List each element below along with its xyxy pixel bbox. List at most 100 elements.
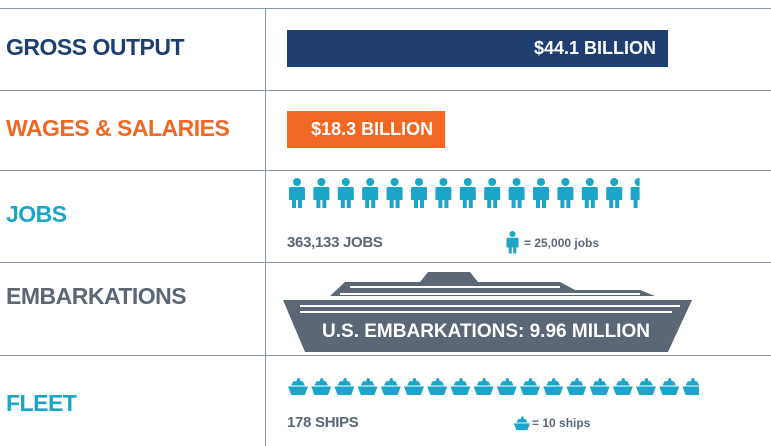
ship-icon [288,378,308,395]
icon-deck [430,378,444,385]
grid [0,8,771,446]
ship-icon [404,378,424,395]
icon-head [415,178,423,186]
icon-deck [477,378,491,385]
icon-hull [404,387,424,395]
icon-hull [381,387,401,395]
icon-head [391,178,399,186]
icon-head [561,178,569,186]
row-label: FLEET [6,390,77,416]
icon-head [513,178,521,186]
ship-caption: U.S. EMBARKATIONS: 9.96 MILLION [322,321,650,342]
icon-deck [570,378,584,385]
row-label: WAGES & SALARIES [6,115,229,141]
icon-body [362,187,378,208]
icon-deck [361,378,375,385]
ship-icon [427,378,447,395]
infographic: GROSS OUTPUT$44.1 BILLIONWAGES & SALARIE… [0,0,771,446]
person-icon [338,178,354,208]
icon-body [313,187,329,208]
row-label: EMBARKATIONS [6,283,186,309]
icon-deck [662,378,676,385]
icon-body [557,187,573,208]
icon-body [533,187,549,208]
bar-label: $18.3 BILLION [311,119,433,139]
icon-legend: = 10 ships [532,416,591,430]
icon-body [509,187,525,208]
icon-hull [543,387,563,395]
icon-head [635,178,643,186]
row-label: JOBS [6,201,67,227]
icon-head [510,231,516,237]
icon-deck [686,378,700,385]
row-label: GROSS OUTPUT [6,34,184,60]
icon-body [484,187,500,208]
icon-head [342,178,350,186]
person-icon [582,178,598,208]
icon-deck [616,378,630,385]
icon-body [411,187,427,208]
icon-hull [288,387,308,395]
person-icon [484,178,500,208]
person-icon [557,178,573,208]
icon-body [507,238,519,254]
ship-icon [450,378,470,395]
ship-icon [514,417,530,431]
person-icon [507,231,519,254]
person-icon [313,178,329,208]
icon-deck [314,378,328,385]
icon-deck [500,378,514,385]
icon-head [439,178,447,186]
person-icon [533,178,549,208]
icon-hull [311,387,331,395]
icon-head [610,178,618,186]
icon-body [435,187,451,208]
ship-icon [682,378,702,395]
icon-head [317,178,325,186]
value-label: 363,133 JOBS [287,234,383,251]
ship-icon [520,378,540,395]
icon-hull [450,387,470,395]
icon-hull [497,387,517,395]
icon-deck [338,378,352,385]
icon-body [338,187,354,208]
person-icon [631,178,647,208]
icon-head [488,178,496,186]
person-icon [509,178,525,208]
icon-body [289,187,305,208]
person-icon [460,178,476,208]
icon-hull [682,387,702,395]
icon-head [293,178,301,186]
ship-icon [636,378,656,395]
ship-icon [543,378,563,395]
icon-hull [520,387,540,395]
ship-icon [381,378,401,395]
ship-icon [659,378,679,395]
ship-icon [311,378,331,395]
person-icon [362,178,378,208]
icon-hull [590,387,610,395]
ship-icon [358,378,378,395]
person-icon [411,178,427,208]
icon-deck [291,378,305,385]
person-icon [435,178,451,208]
icon-head [537,178,545,186]
icon-legend: = 25,000 jobs [524,236,599,250]
icon-deck [454,378,468,385]
icon-hull [659,387,679,395]
value-label: 178 SHIPS [287,414,359,431]
ship-icon [613,378,633,395]
icon-body [631,187,647,208]
icon-body [460,187,476,208]
person-icon [387,178,403,208]
icon-hull [636,387,656,395]
icon-body [606,187,622,208]
person-icon [289,178,305,208]
icon-hull [427,387,447,395]
icon-deck [523,378,537,385]
icon-deck [384,378,398,385]
icon-head [366,178,374,186]
icon-deck [516,417,527,423]
icon-hull [566,387,586,395]
icon-deck [593,378,607,385]
